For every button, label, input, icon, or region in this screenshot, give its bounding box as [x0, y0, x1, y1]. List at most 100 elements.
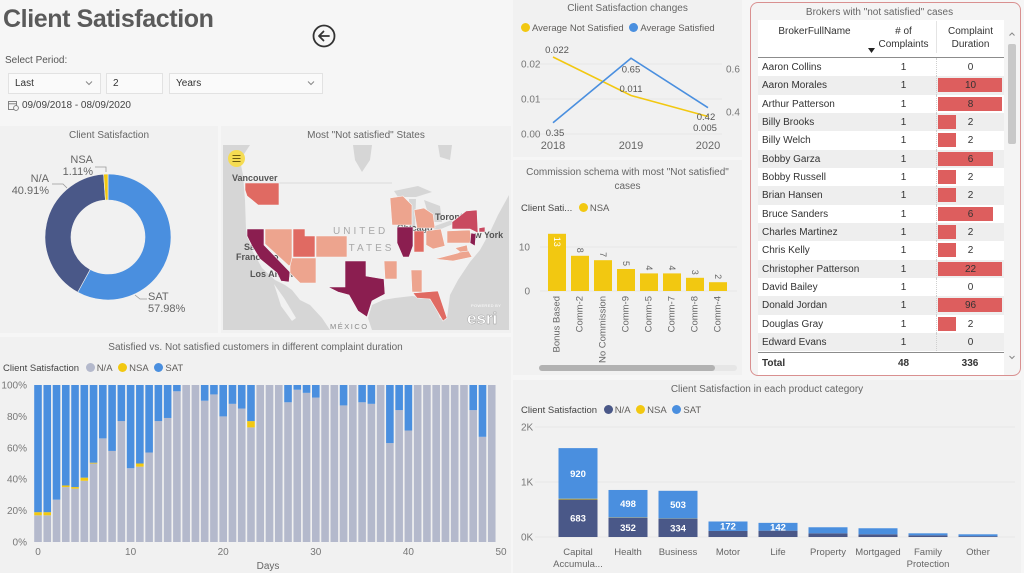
state-connecticut[interactable]	[478, 226, 486, 233]
table-total-row: Total 48 336	[758, 354, 1004, 373]
bar-segment-n-a	[274, 385, 283, 542]
duration-data-bar	[938, 316, 957, 331]
bar-no-commission	[594, 260, 612, 291]
bar-segment-nsa	[247, 421, 255, 428]
broker-name: Aaron Morales	[762, 80, 828, 92]
table-row[interactable]: Donald Jordan 1 96	[758, 296, 1004, 315]
legend-dot-blue	[154, 363, 164, 372]
legend-item-na[interactable]: N/A	[603, 405, 631, 416]
legend-item-sat[interactable]: SAT	[154, 363, 183, 374]
period-count-input[interactable]: 2	[106, 73, 163, 94]
legend-dot-navy	[603, 405, 613, 414]
state-ohio[interactable]	[425, 228, 446, 250]
state-indiana[interactable]	[413, 230, 425, 253]
legend-item-na[interactable]: N/A	[85, 363, 113, 374]
x-category-label: Comm-8	[690, 296, 701, 332]
bar-segment-n-a	[312, 397, 320, 542]
broker-name: Billy Brooks	[762, 116, 815, 128]
map-label-toronto: Toronto	[435, 212, 469, 222]
legend-dot-blue	[672, 405, 682, 414]
state-arkansas[interactable]	[383, 260, 398, 280]
legend-item-not-satisfied[interactable]: Average Not Satisfied	[521, 23, 624, 34]
state-california[interactable]	[246, 228, 291, 283]
state-illinois[interactable]	[396, 226, 414, 258]
page-title: Client Satisfaction	[3, 5, 214, 33]
state-alabama[interactable]	[410, 269, 423, 293]
bar-bonus-based	[548, 233, 566, 291]
bar-segment-n-a	[219, 416, 227, 542]
legend-item-satisfied[interactable]: Average Satisfied	[629, 23, 715, 34]
x-category-label: Comm-7	[667, 296, 678, 332]
column-header-duration[interactable]: Complaint Duration	[936, 21, 1004, 53]
table-row[interactable]: Bruce Sanders 1 6	[758, 204, 1004, 223]
legend-item-sat[interactable]: SAT	[672, 405, 701, 416]
scroll-down-button[interactable]	[1008, 348, 1016, 360]
map-label-san: San	[244, 242, 261, 252]
y-right-tick-label: 0.6	[726, 65, 740, 76]
x-tick-label: 40	[403, 547, 415, 558]
back-button[interactable]	[312, 24, 336, 48]
column-header-complaints[interactable]: # of Complaints	[871, 25, 936, 51]
table-row[interactable]: Christopher Patterson 1 22	[758, 259, 1004, 278]
period-unit-dropdown[interactable]: Years	[169, 73, 323, 94]
column-header-broker[interactable]: BrokerFullName	[758, 25, 871, 38]
state-wisconsin[interactable]	[389, 195, 413, 226]
period-relative-dropdown[interactable]: Last	[8, 73, 101, 94]
table-row[interactable]: Arthur Patterson 1 8	[758, 94, 1004, 113]
state-pennsylvania[interactable]	[446, 229, 473, 244]
table-row[interactable]: Charles Martinez 1 2	[758, 222, 1004, 242]
state-map[interactable]: Vancouver UNITED STATES Toronto Chicago …	[223, 145, 509, 330]
state-new-jersey[interactable]	[469, 232, 477, 247]
bar-segment-nsa	[558, 498, 598, 500]
state-washington[interactable]	[244, 182, 280, 206]
table-title: Brokers with "not satisfied" cases	[805, 7, 954, 18]
table-row[interactable]: Brian Hansen 1 2	[758, 186, 1004, 205]
table-row[interactable]: Aaron Collins 1 0	[758, 58, 1004, 77]
table-row[interactable]: Aaron Morales 1 10	[758, 76, 1004, 95]
legend-label: N/A	[614, 405, 631, 416]
state-new-york[interactable]	[451, 209, 479, 234]
table-row[interactable]: Edward Evans 1 0	[758, 332, 1004, 352]
legend-title: Client Satisfaction	[521, 405, 598, 416]
legend-label: SAT	[683, 405, 702, 416]
duration-data-bar	[938, 224, 957, 239]
duration-data-bar	[938, 206, 993, 221]
duration-data-bar	[938, 78, 1002, 93]
duration-data-bar	[938, 188, 957, 203]
table-scrollbar-thumb[interactable]	[1008, 44, 1016, 144]
map-menu-button[interactable]	[228, 150, 245, 167]
bar-value-label: 4	[667, 265, 677, 270]
commission-scrollbar-thumb[interactable]	[539, 365, 715, 371]
y-tick-label: 10	[519, 243, 531, 254]
scroll-up-button[interactable]	[1008, 25, 1016, 36]
donut-slice-sat	[77, 173, 172, 301]
table-row[interactable]: Billy Welch 1 2	[758, 131, 1004, 150]
table-row[interactable]: Douglas Gray 1 2	[758, 314, 1004, 333]
table-row[interactable]: Chris Kelly 1 2	[758, 241, 1004, 260]
table-row[interactable]: Bobby Garza 1 6	[758, 149, 1004, 168]
legend-item-nsa[interactable]: NSA	[636, 405, 667, 416]
state-arizona[interactable]	[289, 257, 317, 284]
legend-label: N/A	[96, 363, 113, 374]
bar-value-label: 142	[770, 522, 786, 533]
state-utah[interactable]	[292, 228, 316, 258]
bar-comm-7	[663, 273, 681, 291]
table-row[interactable]: Bobby Russell 1 2	[758, 167, 1004, 187]
state-colorado[interactable]	[315, 235, 348, 258]
state-maryland[interactable]	[454, 244, 469, 253]
legend-item-nsa[interactable]: NSA	[578, 203, 609, 214]
legend-item-nsa[interactable]: NSA	[118, 363, 149, 374]
x-category-label: Other	[966, 547, 990, 558]
table-row[interactable]: Billy Brooks 1 2	[758, 112, 1004, 132]
state-michigan[interactable]	[413, 207, 436, 229]
bar-segment-sat	[71, 385, 79, 488]
state-texas[interactable]	[327, 260, 386, 318]
bar-segment-sat	[339, 385, 348, 406]
esri-powered-by: POWERED BY	[471, 303, 501, 308]
bar-segment-n-a	[71, 488, 79, 542]
table-row[interactable]: David Bailey 1 0	[758, 277, 1004, 297]
bar-segment-n-a	[478, 436, 487, 542]
complaint-duration: 2	[967, 116, 974, 128]
state-florida[interactable]	[412, 290, 448, 322]
